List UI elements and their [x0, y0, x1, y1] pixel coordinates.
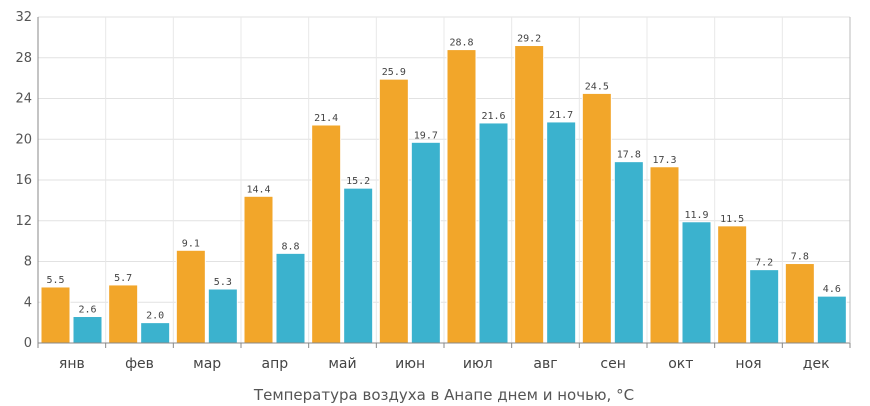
data-label-night-окт: 11.9: [684, 210, 708, 221]
data-label-day-май: 21.4: [314, 113, 338, 124]
data-label-day-авг: 29.2: [517, 34, 541, 45]
bar-night-янв: [72, 316, 103, 344]
x-tick-label-июн: июн: [395, 356, 425, 372]
bar-day-июл: [446, 49, 477, 344]
axes-group: [37, 17, 851, 348]
y-tick-label: 12: [15, 214, 32, 229]
bar-night-июн: [410, 141, 441, 344]
y-tick-label: 16: [15, 173, 32, 188]
bar-night-июл: [478, 122, 509, 344]
bar-night-авг: [546, 121, 577, 344]
bar-night-окт: [681, 221, 712, 344]
bars-group: [40, 45, 847, 344]
data-label-day-дек: 7.8: [791, 252, 809, 263]
x-tick-label-янв: янв: [59, 356, 85, 372]
data-label-night-июл: 21.6: [481, 111, 505, 122]
data-label-night-май: 15.2: [346, 176, 370, 187]
x-tick-label-окт: окт: [668, 356, 693, 372]
data-label-day-окт: 17.3: [652, 155, 676, 166]
bar-day-ноя: [717, 225, 748, 344]
y-tick-labels: 0 4 8 12 16 20 24 28 32: [15, 10, 32, 351]
bar-day-апр: [243, 195, 274, 344]
bar-day-фев: [108, 284, 139, 344]
x-tick-label-мар: мар: [193, 356, 221, 372]
data-label-night-янв: 2.6: [78, 305, 96, 316]
bar-night-мар: [207, 288, 238, 344]
x-tick-label-дек: дек: [803, 356, 830, 372]
data-label-day-апр: 14.4: [246, 184, 270, 195]
data-label-day-янв: 5.5: [46, 275, 64, 286]
y-tick-label: 32: [15, 10, 32, 25]
y-tick-label: 0: [24, 336, 32, 351]
y-tick-label: 24: [15, 92, 32, 107]
x-tick-label-ноя: ноя: [735, 356, 761, 372]
bar-night-дек: [816, 295, 847, 344]
data-label-night-июн: 19.7: [414, 130, 438, 141]
bar-day-окт: [649, 166, 680, 344]
y-tick-label: 8: [24, 255, 32, 270]
bar-night-сен: [613, 161, 644, 344]
x-tick-label-фев: фев: [125, 356, 154, 372]
x-tick-label-июл: июл: [463, 356, 493, 372]
y-tick-label: 4: [24, 295, 32, 310]
bar-day-май: [311, 124, 342, 344]
x-tick-label-сен: сен: [600, 356, 625, 372]
bar-day-дек: [784, 263, 815, 344]
x-tick-label-авг: авг: [533, 356, 557, 372]
data-label-night-ноя: 7.2: [755, 258, 773, 269]
data-label-night-дек: 4.6: [823, 284, 841, 295]
data-label-day-фев: 5.7: [114, 273, 132, 284]
bar-day-мар: [175, 249, 206, 344]
bar-day-авг: [514, 45, 545, 344]
x-category-labels: янв фев мар апр май июн июл авг сен окт ноя дек: [59, 356, 830, 372]
data-label-night-авг: 21.7: [549, 110, 573, 121]
data-labels-group: 5.5 5.7 9.1 14.4 21.4 25.9 28.8 29.2 24.5 17.3 11.…: [46, 34, 840, 322]
bar-night-фев: [140, 322, 171, 344]
bar-night-апр: [275, 252, 306, 344]
data-label-day-ноя: 11.5: [720, 214, 744, 225]
x-tick-label-апр: апр: [262, 356, 289, 372]
x-axis-title: Температура воздуха в Анапе днем и ночью…: [253, 386, 634, 404]
x-tick-label-май: май: [328, 356, 356, 372]
data-label-day-июл: 28.8: [449, 38, 473, 49]
data-label-day-сен: 24.5: [585, 81, 609, 92]
bar-day-сен: [581, 92, 612, 344]
data-label-night-сен: 17.8: [617, 150, 641, 161]
data-label-night-мар: 5.3: [214, 277, 232, 288]
data-label-night-фев: 2.0: [146, 311, 164, 322]
y-tick-label: 20: [15, 132, 32, 147]
bar-day-июн: [378, 78, 409, 344]
data-label-day-июн: 25.9: [382, 67, 406, 78]
y-tick-label: 28: [15, 51, 32, 66]
bar-day-янв: [40, 286, 71, 344]
data-label-day-мар: 9.1: [182, 238, 200, 249]
bar-night-май: [343, 187, 374, 344]
data-label-night-апр: 8.8: [281, 241, 299, 252]
bar-night-ноя: [749, 269, 780, 344]
